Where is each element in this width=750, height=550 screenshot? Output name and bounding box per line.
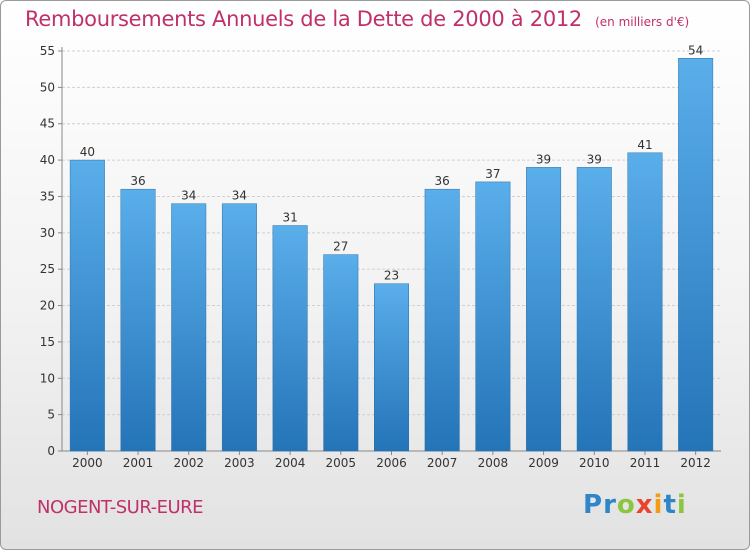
bar-2006 xyxy=(374,283,409,452)
ytick-label-55: 55 xyxy=(40,44,55,58)
xtick-label-2011: 2011 xyxy=(630,456,661,470)
chart-title-block: Remboursements Annuels de la Dette de 20… xyxy=(25,7,689,31)
bar-2011 xyxy=(627,152,663,452)
xtick-label-2008: 2008 xyxy=(478,456,509,470)
xtick-label-2010: 2010 xyxy=(579,456,610,470)
bar-2005 xyxy=(323,254,359,452)
data-label-2000: 40 xyxy=(80,145,95,159)
logo-letter-2: o xyxy=(616,490,636,520)
bar-2008 xyxy=(475,181,511,452)
ytick-label-20: 20 xyxy=(40,299,55,313)
bar-2009 xyxy=(526,167,562,452)
bar-2003 xyxy=(221,203,257,452)
logo-letter-0: P xyxy=(583,490,604,520)
data-label-2001: 36 xyxy=(130,174,145,188)
ytick-label-45: 45 xyxy=(40,117,55,131)
ytick-label-0: 0 xyxy=(47,444,55,458)
data-label-2002: 34 xyxy=(181,189,196,203)
ytick-label-5: 5 xyxy=(47,408,55,422)
xtick-label-2002: 2002 xyxy=(173,456,204,470)
logo-letter-1: r xyxy=(603,490,617,520)
data-label-2003: 34 xyxy=(232,189,247,203)
bar-2007 xyxy=(424,188,460,452)
label-layer: 40 36 34 34 31 27 23 36 37 39 39 41 54 xyxy=(80,43,704,282)
ytick-label-50: 50 xyxy=(40,80,55,94)
data-label-2006: 23 xyxy=(384,269,399,283)
logo-letter-6: i xyxy=(676,490,687,520)
ytick-label-35: 35 xyxy=(40,189,55,203)
data-label-2009: 39 xyxy=(536,152,551,166)
data-label-2007: 36 xyxy=(435,174,450,188)
ytick-label-40: 40 xyxy=(40,153,55,167)
ytick-label-15: 15 xyxy=(40,335,55,349)
xtick-label-2005: 2005 xyxy=(326,456,357,470)
bar-2012 xyxy=(678,58,714,452)
ytick-label-25: 25 xyxy=(40,262,55,276)
xtick-label-2009: 2009 xyxy=(528,456,559,470)
bar-2004 xyxy=(272,225,308,452)
bar-layer xyxy=(69,58,714,452)
data-label-2011: 41 xyxy=(637,138,652,152)
xtick-label-2007: 2007 xyxy=(427,456,458,470)
bar-2001 xyxy=(120,188,156,452)
data-label-2008: 37 xyxy=(485,167,500,181)
data-label-2004: 31 xyxy=(282,211,297,225)
bar-2000 xyxy=(69,159,105,452)
bar-2002 xyxy=(171,203,207,452)
data-label-2010: 39 xyxy=(587,152,602,166)
xtick-label-2004: 2004 xyxy=(275,456,306,470)
ytick-label-10: 10 xyxy=(40,371,55,385)
logo-letter-4: i xyxy=(653,490,664,520)
chart-title: Remboursements Annuels de la Dette de 20… xyxy=(25,7,582,31)
xtick-label-2012: 2012 xyxy=(680,456,711,470)
xtick-label-2000: 2000 xyxy=(72,456,103,470)
ytick-label-30: 30 xyxy=(40,226,55,240)
commune-name: NOGENT-SUR-EURE xyxy=(37,497,204,518)
bar-2010 xyxy=(576,167,612,452)
xtick-label-2006: 2006 xyxy=(376,456,407,470)
logo-letter-3: x xyxy=(635,490,654,520)
xtick-label-2001: 2001 xyxy=(123,456,154,470)
proxiti-logo: Proxiti xyxy=(583,490,687,520)
data-label-2005: 27 xyxy=(333,240,348,254)
axis-layer: 0 5 10 15 20 25 30 35 40 45 50 55 2000 2001 2002 2003 20… xyxy=(40,44,721,470)
chart-subtitle: (en milliers d'€) xyxy=(595,15,690,29)
data-label-2012: 54 xyxy=(688,43,703,57)
xtick-label-2003: 2003 xyxy=(224,456,255,470)
logo-letter-5: t xyxy=(663,490,677,520)
